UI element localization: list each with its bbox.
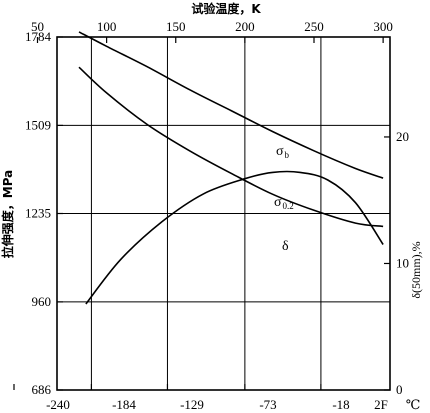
curve-delta — [85, 170, 384, 305]
bottom-tick-label: 2F — [374, 397, 388, 412]
left-tick-label: 1509 — [25, 117, 51, 132]
top-tick-label: 250 — [304, 19, 324, 34]
bottom-tick-label: -129 — [180, 397, 204, 412]
top-tick-label: 150 — [166, 19, 186, 34]
left-axis-ticks: 1784 1509 1235 960 686 — [25, 29, 63, 397]
curve-label-sigma-0-2: σ0.2 — [274, 195, 294, 211]
top-axis-ticks: 50 100 150 200 250 300 — [31, 19, 393, 43]
bottom-tick-label: -73 — [259, 397, 276, 412]
curve-label-sigma-b: σb — [276, 144, 290, 160]
bottom-tick-label: -240 — [46, 397, 70, 412]
right-tick-label: 10 — [396, 255, 409, 270]
curve-sigma-0-2 — [78, 66, 384, 228]
bottom-tick-label: -18 — [332, 397, 349, 412]
right-tick-label: 20 — [396, 129, 409, 144]
curve-label-subscript: b — [285, 150, 290, 160]
right-axis-title: δ(50mm),% — [409, 241, 423, 298]
right-tick-label: 0 — [396, 382, 403, 397]
bottom-tick-label: ℃ — [406, 397, 421, 412]
curve-sigma-b — [78, 31, 384, 179]
left-tick-label: 1784 — [25, 29, 52, 44]
top-tick-label: 50 — [31, 19, 44, 34]
curve-label-subscript: 0.2 — [283, 201, 294, 211]
top-axis-title: 试验温度，K — [191, 1, 261, 16]
left-axis-title: 拉伸强度，MPa — [0, 170, 15, 259]
bottom-tick-label: -184 — [112, 397, 136, 412]
bottom-axis-ticks: -240 -184 -129 -73 -18 2F ℃ — [13, 384, 421, 412]
left-tick-label: 686 — [32, 382, 52, 397]
left-tick-label: 960 — [32, 294, 52, 309]
data-curves — [78, 31, 384, 305]
top-tick-label: 100 — [97, 19, 117, 34]
grid-lines — [57, 36, 390, 390]
right-axis-ticks: 20 10 0 — [384, 129, 409, 397]
top-tick-label: 200 — [235, 19, 255, 34]
top-tick-label: 300 — [373, 19, 393, 34]
left-tick-label: 1235 — [25, 206, 51, 221]
curve-label-delta: δ — [282, 239, 289, 254]
